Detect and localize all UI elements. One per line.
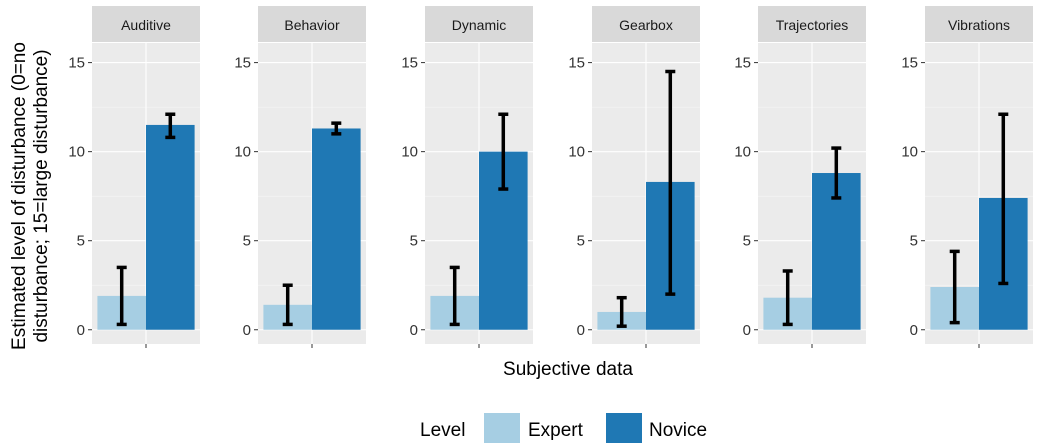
y-tick-label: 10 (234, 144, 251, 161)
y-tick-label: 10 (401, 144, 418, 161)
y-tick-label: 5 (410, 233, 418, 250)
facet-strip-label: Dynamic (452, 17, 506, 33)
x-axis-label: Subjective data (503, 359, 633, 380)
facet-strip (425, 6, 533, 42)
bar-novice (312, 128, 361, 330)
bar-novice (146, 124, 195, 330)
y-tick-label: 15 (568, 55, 585, 72)
facet-strip-label: Auditive (121, 17, 171, 33)
facet-strip (592, 6, 700, 42)
legend-label-novice: Novice (649, 420, 707, 441)
legend-title: Level (420, 420, 465, 441)
error-bar-expert (782, 269, 793, 327)
facet-strip (92, 6, 200, 42)
y-tick-label: 5 (910, 233, 918, 250)
y-tick-label: 0 (910, 322, 918, 339)
facet-strip-label: Gearbox (619, 17, 673, 33)
y-axis-label-line1: Estimated level of disturbance (0=no (9, 42, 30, 350)
error-bar-novice (831, 146, 842, 200)
y-tick-label: 10 (68, 144, 85, 161)
facet-panels: Auditive 0 5 10 15 Behavior 0 5 10 15 Dynamic 0 5 10 1… (68, 6, 1033, 348)
y-tick-label: 10 (734, 144, 751, 161)
y-tick-label: 15 (68, 55, 85, 72)
legend-key-expert (484, 413, 520, 443)
y-tick-label: 0 (743, 322, 751, 339)
facet-strip (258, 6, 366, 42)
error-bar-novice (498, 112, 509, 191)
y-tick-label: 5 (577, 233, 585, 250)
facet-vibrations: Vibrations 0 5 10 15 (901, 6, 1033, 348)
y-tick-label: 0 (77, 322, 85, 339)
legend: Level Expert Novice (420, 413, 707, 443)
y-tick-label: 10 (901, 144, 918, 161)
error-bar-expert (282, 283, 293, 327)
legend-label-expert: Expert (528, 420, 584, 441)
y-tick-label: 5 (743, 233, 751, 250)
y-tick-label: 15 (901, 55, 918, 72)
y-tick-label: 0 (577, 322, 585, 339)
error-bar-novice (331, 121, 342, 136)
error-bar-expert (449, 265, 460, 327)
error-bar-novice (165, 112, 176, 140)
legend-key-novice (606, 413, 642, 443)
y-tick-label: 15 (234, 55, 251, 72)
facet-strip (925, 6, 1033, 42)
facet-strip-label: Behavior (284, 17, 340, 33)
y-tick-label: 15 (401, 55, 418, 72)
facet-strip-label: Trajectories (776, 17, 849, 33)
facet-dynamic: Dynamic 0 5 10 15 (401, 6, 533, 348)
facet-strip-label: Vibrations (948, 17, 1010, 33)
y-tick-label: 15 (734, 55, 751, 72)
y-tick-label: 5 (77, 233, 85, 250)
error-bar-novice (998, 112, 1009, 286)
facet-trajectories: Trajectories 0 5 10 15 (734, 6, 866, 348)
y-tick-label: 0 (243, 322, 251, 339)
facet-strip (758, 6, 866, 42)
error-bar-novice (665, 69, 676, 296)
error-bar-expert (949, 249, 960, 325)
y-axis-label-line2: disturbance; 15=large disturbance) (31, 49, 52, 342)
facet-auditive: Auditive 0 5 10 15 (68, 6, 200, 348)
y-tick-label: 5 (243, 233, 251, 250)
y-tick-label: 0 (410, 322, 418, 339)
error-bar-expert (616, 295, 627, 328)
facet-gearbox: Gearbox 0 5 10 15 (568, 6, 700, 348)
error-bar-expert (116, 265, 127, 327)
facet-behavior: Behavior 0 5 10 15 (234, 6, 366, 348)
y-tick-label: 10 (568, 144, 585, 161)
